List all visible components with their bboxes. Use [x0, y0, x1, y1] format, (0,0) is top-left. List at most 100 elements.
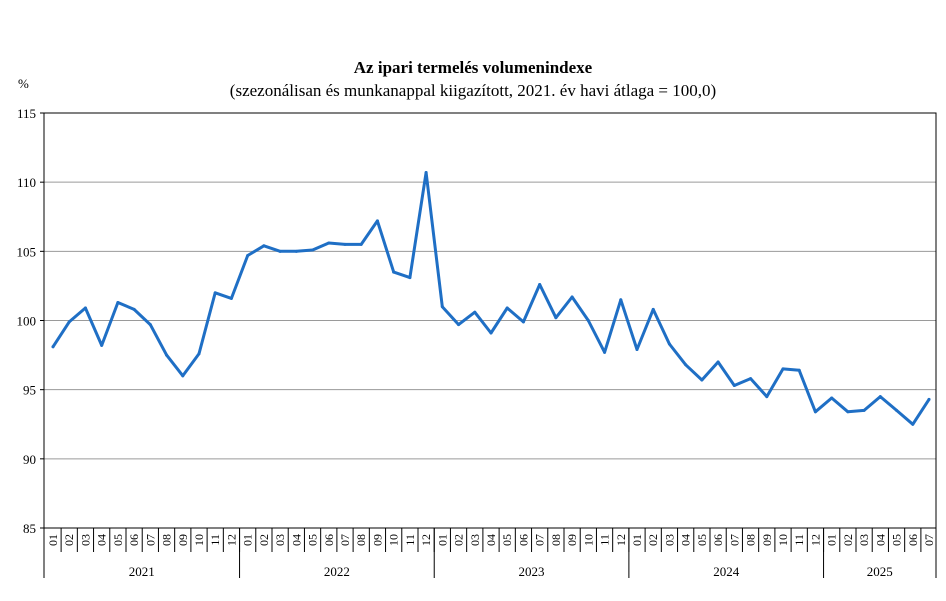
- gridlines: [44, 181, 936, 460]
- data-point: [927, 397, 931, 401]
- x-tick-label: 08: [354, 534, 368, 546]
- x-tick-label: 02: [257, 534, 271, 546]
- data-point: [457, 323, 461, 327]
- y-axis-unit-label: %: [18, 76, 29, 91]
- x-tick-label: 01: [241, 534, 255, 546]
- x-tick-label: 05: [695, 534, 709, 546]
- data-point: [83, 306, 87, 310]
- x-tick-label: 03: [857, 534, 871, 546]
- data-point: [732, 384, 736, 388]
- data-point: [359, 242, 363, 246]
- data-point: [116, 301, 120, 305]
- data-point: [603, 350, 607, 354]
- y-tick-label: 110: [17, 175, 36, 190]
- data-point: [635, 348, 639, 352]
- x-tick-label: 06: [711, 534, 725, 546]
- x-tick-label: 07: [533, 534, 547, 546]
- x-tick-label: 05: [890, 534, 904, 546]
- chart-subtitle: (szezonálisan és munkanappal kiigazított…: [229, 81, 717, 100]
- data-point: [667, 342, 671, 346]
- data-point: [392, 270, 396, 274]
- x-tick-label: 06: [906, 534, 920, 546]
- data-point: [100, 343, 104, 347]
- data-point: [440, 305, 444, 309]
- x-tick-label: 07: [143, 534, 157, 546]
- y-tick-label: 90: [23, 452, 36, 467]
- x-tick-label: 03: [468, 534, 482, 546]
- x-tick-label: 06: [127, 534, 141, 546]
- data-point: [570, 295, 574, 299]
- data-point: [327, 241, 331, 245]
- x-tick-label: 07: [727, 534, 741, 546]
- x-tick-label: 01: [435, 534, 449, 546]
- x-tick-label: 04: [484, 534, 498, 546]
- x-tick-label: 12: [614, 534, 628, 546]
- x-tick-label: 12: [808, 534, 822, 546]
- x-tick-label: 04: [873, 534, 887, 546]
- data-point: [619, 298, 623, 302]
- x-tick-label: 08: [160, 534, 174, 546]
- x-tick-label: 10: [387, 534, 401, 546]
- x-tick-label: 02: [452, 534, 466, 546]
- data-point: [586, 319, 590, 322]
- y-tick-label: 115: [17, 106, 36, 121]
- data-points: [51, 170, 931, 426]
- x-tick-label: 05: [111, 534, 125, 546]
- x-tick-label: 06: [516, 534, 530, 546]
- data-point: [911, 422, 915, 426]
- data-point: [262, 244, 266, 248]
- x-tick-label: 01: [825, 534, 839, 546]
- data-point: [246, 253, 250, 257]
- data-point: [505, 306, 509, 310]
- y-tick-label: 95: [23, 383, 36, 398]
- data-point: [278, 249, 282, 253]
- x-tick-label: 09: [760, 534, 774, 546]
- data-point: [521, 320, 525, 324]
- data-point: [797, 368, 801, 372]
- data-point: [408, 276, 412, 280]
- data-point: [67, 320, 71, 324]
- x-tick-label: 02: [841, 534, 855, 546]
- data-point: [148, 323, 152, 327]
- x-tick-label: 11: [208, 534, 222, 546]
- data-point: [700, 378, 704, 382]
- data-point: [830, 396, 834, 400]
- x-tick-label: 09: [565, 534, 579, 546]
- y-tick-label: 105: [17, 244, 37, 259]
- data-point: [846, 410, 850, 414]
- x-tick-label: 12: [224, 534, 238, 546]
- data-point: [424, 170, 428, 174]
- x-tick-label: 06: [322, 534, 336, 546]
- data-point: [765, 395, 769, 399]
- x-tick-label: 09: [370, 534, 384, 546]
- data-point: [294, 249, 298, 253]
- x-tick-label: 12: [419, 534, 433, 546]
- data-point: [375, 219, 379, 223]
- data-point: [538, 283, 542, 287]
- data-point: [132, 307, 136, 311]
- x-tick-label: 01: [46, 534, 60, 546]
- x-tick-label: 02: [62, 534, 76, 546]
- year-label: 2024: [713, 564, 740, 579]
- x-tick-label: 11: [403, 534, 417, 546]
- x-tick-label: 07: [922, 534, 936, 546]
- x-axis: 01 02 03 04 05 06 07 08 09 10 11 12 01 02 03 04 05 06 07 08…: [43, 528, 937, 579]
- x-tick-label: 04: [289, 534, 303, 546]
- x-tick-label: 03: [78, 534, 92, 546]
- data-point: [343, 242, 347, 246]
- data-point: [895, 408, 899, 412]
- data-point: [554, 316, 558, 320]
- data-point: [716, 360, 720, 364]
- y-tick-label: 85: [23, 521, 36, 536]
- x-tick-label: 04: [95, 534, 109, 546]
- year-label: 2021: [129, 564, 155, 579]
- data-point: [473, 310, 477, 314]
- data-point: [165, 353, 169, 357]
- x-tick-label: 03: [273, 534, 287, 546]
- x-tick-label: 05: [500, 534, 514, 546]
- data-point: [489, 331, 493, 335]
- x-tick-label: 08: [744, 534, 758, 546]
- data-point: [862, 408, 866, 412]
- x-tick-label: 10: [581, 534, 595, 546]
